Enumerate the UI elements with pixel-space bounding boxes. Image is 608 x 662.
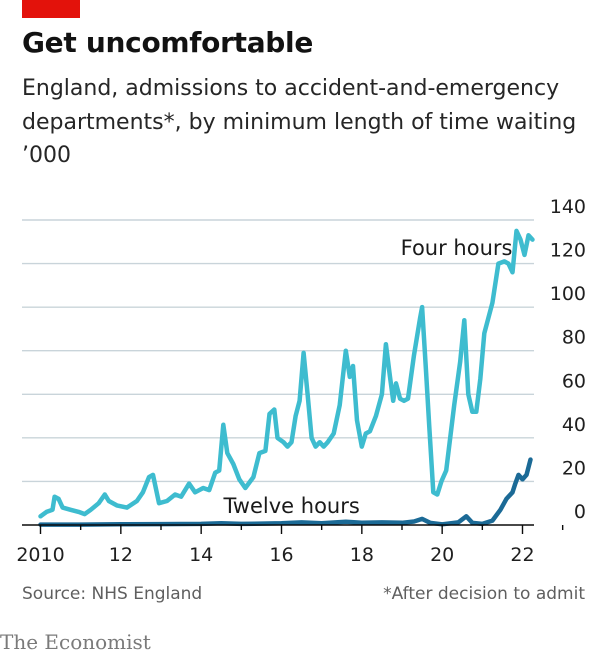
y-tick-label: 80 <box>562 327 586 349</box>
y-tick-label: 0 <box>574 501 586 523</box>
series-lines <box>38 228 535 527</box>
chart-title: Get uncomfortable <box>22 26 314 59</box>
line-chart: 0 20 40 60 80 100 120 140 2010 12 14 16 18 20 22 Four… <box>16 196 586 566</box>
four-hours-label: Four hours <box>401 236 513 260</box>
x-tick-label: 12 <box>109 544 133 566</box>
x-tick-label: 2010 <box>16 544 64 566</box>
series-annotations: Four hours Twelve hours <box>222 236 512 518</box>
x-tick-label: 18 <box>350 544 374 566</box>
chart-subtitle: England, admissions to accident-and-emer… <box>22 76 577 135</box>
brand-logo: The Economist <box>0 630 151 654</box>
x-axis <box>22 524 564 534</box>
y-tick-label: 20 <box>562 457 586 479</box>
y-tick-label: 100 <box>550 283 586 305</box>
y-tick-label: 60 <box>562 370 586 392</box>
x-tick-label: 16 <box>269 544 293 566</box>
twelve-hours-label: Twelve hours <box>222 494 359 518</box>
x-tick-label: 20 <box>430 544 454 566</box>
unit-label: ’000 <box>22 143 71 168</box>
x-axis-ticks: 2010 12 14 16 18 20 22 <box>16 544 534 566</box>
y-tick-label: 120 <box>550 240 586 262</box>
gridlines <box>22 219 534 483</box>
series-line-four-hours <box>38 228 535 519</box>
brand-red-tag <box>22 0 80 18</box>
y-axis-ticks: 0 20 40 60 80 100 120 140 <box>550 196 586 523</box>
series-line-twelve-hours <box>38 457 533 527</box>
footnote: *After decision to admit <box>383 584 585 604</box>
source-note: Source: NHS England <box>22 584 203 604</box>
x-tick-label: 14 <box>189 544 213 566</box>
x-tick-label: 22 <box>510 544 534 566</box>
y-tick-label: 140 <box>550 196 586 218</box>
y-tick-label: 40 <box>562 414 586 436</box>
